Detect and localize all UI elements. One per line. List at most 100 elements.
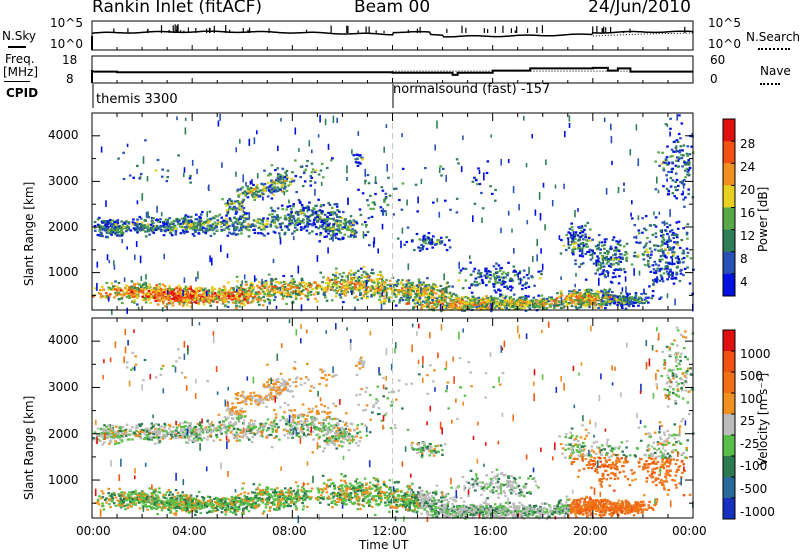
- power-range-cell: [262, 193, 265, 196]
- power-range-cell: [574, 291, 577, 294]
- power-range-cell: [231, 301, 235, 304]
- freq-label: Freq.: [5, 52, 35, 66]
- power-range-cell: [669, 176, 673, 180]
- power-range-cell: [366, 230, 370, 234]
- power-range-cell: [602, 265, 606, 268]
- power-range-cell: [102, 225, 105, 228]
- power-range-cell: [296, 284, 300, 287]
- power-range-cell: [446, 281, 449, 284]
- power-range-cell: [607, 264, 611, 267]
- power-range-cell: [511, 305, 514, 308]
- power-range-cell: [281, 222, 284, 225]
- power-range-cell: [286, 291, 290, 295]
- power-range-cell: [343, 226, 346, 229]
- power-range-cell: [664, 261, 668, 264]
- power-range-cell: [181, 226, 184, 229]
- power-isolated-cell: [517, 272, 519, 278]
- time-tick-2: 08:00: [272, 524, 307, 538]
- power-range-cell: [211, 223, 215, 226]
- power-range-cell: [578, 293, 582, 296]
- power-range-cell: [581, 243, 585, 246]
- power-range-cell: [262, 226, 265, 229]
- power-range-cell: [121, 301, 124, 305]
- power-range-cell: [658, 279, 662, 282]
- power-range-cell: [478, 305, 481, 308]
- power-range-cell: [202, 226, 205, 229]
- power-range-cell: [457, 162, 460, 165]
- power-range-cell: [357, 279, 361, 282]
- power-range-cell: [139, 228, 142, 231]
- power-range-cell: [273, 182, 277, 185]
- power-range-cell: [654, 270, 658, 273]
- power-range-cell: [180, 290, 184, 293]
- power-range-cell: [367, 290, 370, 293]
- power-range-cell: [289, 183, 292, 186]
- power-range-cell: [596, 297, 600, 300]
- power-range-cell: [279, 173, 282, 176]
- power-range-cell: [629, 299, 632, 302]
- power-range-cell: [332, 217, 335, 220]
- power-range-cell: [235, 226, 239, 229]
- power-range-cell: [306, 225, 310, 228]
- power-range-cell: [418, 296, 422, 299]
- power-range-cell: [125, 295, 129, 299]
- power-range-cell: [182, 220, 185, 223]
- power-range-cell: [578, 254, 582, 257]
- power-range-cell: [619, 298, 622, 301]
- power-range-cell: [306, 220, 309, 223]
- power-range-cell: [351, 286, 354, 289]
- power-range-cell: [489, 295, 493, 298]
- power-range-cell: [270, 164, 274, 167]
- cpid-label: CPID: [6, 86, 39, 100]
- power-range-cell: [430, 296, 433, 299]
- power-range-cell: [98, 216, 101, 219]
- power-range-cell: [438, 303, 441, 306]
- power-range-cell: [202, 292, 206, 295]
- power-range-cell: [364, 288, 368, 291]
- power-range-cell: [541, 302, 545, 305]
- power-range-cell: [303, 170, 306, 173]
- power-range-cell: [177, 298, 181, 301]
- power-range-cell: [291, 278, 295, 281]
- power-range-cell: [441, 287, 445, 291]
- power-range-cell: [224, 217, 228, 220]
- power-range-cell: [354, 235, 357, 238]
- power-range-cell: [471, 304, 474, 307]
- power-range-cell: [100, 226, 104, 229]
- power-range-cell: [424, 298, 428, 301]
- power-range-cell: [266, 222, 269, 225]
- power-range-cell: [376, 273, 380, 276]
- power-range-cell: [523, 283, 527, 286]
- power-range-cell: [630, 302, 634, 305]
- power-range-cell: [285, 295, 289, 298]
- power-range-cell: [214, 215, 218, 218]
- power-range-cell: [643, 250, 647, 253]
- power-range-cell: [587, 250, 591, 253]
- power-range-cell: [354, 161, 358, 164]
- power-range-cell: [267, 285, 270, 289]
- power-isolated-cell: [277, 145, 279, 152]
- power-range-cell: [421, 247, 424, 250]
- power-range-cell: [441, 302, 445, 305]
- power-range-cell: [161, 175, 164, 178]
- power-range-cell: [402, 290, 406, 293]
- power-range-cell: [426, 305, 429, 308]
- power-range-cell: [123, 286, 127, 290]
- power-range-cell: [645, 299, 648, 303]
- power-range-cell: [540, 298, 544, 301]
- power-range-cell: [301, 211, 304, 214]
- power-isolated-cell: [621, 287, 624, 292]
- power-range-cell: [469, 273, 473, 276]
- power-range-cell: [506, 287, 510, 290]
- power-range-cell: [517, 297, 521, 300]
- power-range-cell: [649, 270, 653, 273]
- power-range-cell: [589, 258, 593, 261]
- power-range-cell: [424, 301, 427, 304]
- power-range-cell: [375, 284, 378, 287]
- power-range-cell: [565, 298, 569, 301]
- power-range-cell: [670, 248, 674, 251]
- power-range-cell: [411, 239, 414, 242]
- power-range-cell: [417, 285, 420, 289]
- power-range-cell: [473, 300, 477, 303]
- power-range-cell: [475, 280, 478, 284]
